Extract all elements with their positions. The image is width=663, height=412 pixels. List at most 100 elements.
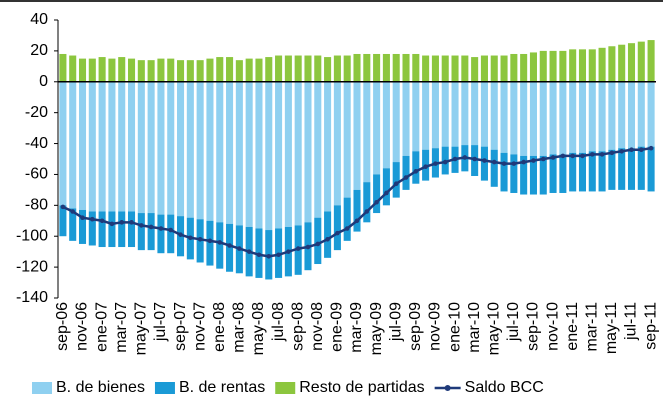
bar xyxy=(373,174,381,214)
bar xyxy=(569,152,577,192)
bar xyxy=(559,50,567,82)
bar xyxy=(59,81,67,206)
bar xyxy=(137,213,145,251)
bar xyxy=(382,53,390,82)
bar xyxy=(343,197,351,241)
bar xyxy=(529,155,537,195)
bar xyxy=(127,81,136,212)
marker xyxy=(129,220,134,225)
bar xyxy=(402,81,410,156)
x-tick-label: jul-07 xyxy=(152,302,169,342)
marker xyxy=(295,246,301,251)
marker xyxy=(442,159,448,165)
bar xyxy=(647,40,655,82)
bar xyxy=(98,57,106,82)
bar xyxy=(520,53,528,82)
bar xyxy=(186,60,194,82)
bar xyxy=(382,168,390,206)
bar xyxy=(539,155,547,195)
marker xyxy=(570,153,575,159)
marker xyxy=(462,155,468,160)
marker xyxy=(80,215,85,220)
x-tick-label: jul-11 xyxy=(623,302,640,341)
marker xyxy=(139,223,144,228)
bar xyxy=(637,146,645,190)
legend-swatch xyxy=(275,382,296,394)
bar xyxy=(500,152,508,192)
x-tick-label: mar-10 xyxy=(466,302,483,353)
marker xyxy=(511,161,517,166)
bar xyxy=(314,81,322,218)
bar xyxy=(490,55,498,82)
legend-swatch xyxy=(154,382,175,394)
bar xyxy=(216,81,224,223)
bar xyxy=(471,57,479,82)
x-tick-label: nov-07 xyxy=(191,302,208,351)
bar xyxy=(353,81,361,190)
y-tick-label: 40 xyxy=(30,11,48,28)
bar xyxy=(471,81,479,146)
marker xyxy=(374,199,379,205)
x-tick-label: sep-11 xyxy=(642,302,659,350)
bar xyxy=(461,81,469,146)
bar xyxy=(588,81,596,152)
x-tick-label: ene-10 xyxy=(446,302,463,352)
bar xyxy=(529,52,537,82)
marker xyxy=(325,237,330,242)
x-tick-label: jul-10 xyxy=(505,302,522,342)
bar xyxy=(216,222,224,269)
bar xyxy=(618,44,626,82)
bar xyxy=(412,53,420,82)
bar xyxy=(559,154,567,193)
bar xyxy=(578,49,587,82)
marker xyxy=(237,246,242,251)
marker xyxy=(609,150,615,156)
x-tick-label: mar-09 xyxy=(348,302,365,353)
bar xyxy=(226,81,234,224)
bar xyxy=(539,50,547,82)
bar xyxy=(226,223,234,272)
bar xyxy=(598,81,606,152)
x-tick-label: may-08 xyxy=(250,302,267,355)
bar xyxy=(500,81,508,153)
bar xyxy=(510,154,518,193)
bar xyxy=(78,58,87,82)
bar xyxy=(343,81,351,198)
bar xyxy=(108,58,116,82)
bar xyxy=(265,81,273,231)
bar xyxy=(245,58,253,82)
marker xyxy=(148,224,154,230)
marker xyxy=(286,249,291,254)
bar xyxy=(294,55,302,82)
bar xyxy=(265,57,273,82)
x-tick-label: nov-10 xyxy=(544,302,561,351)
bar xyxy=(255,58,263,82)
bar xyxy=(647,146,655,192)
bar xyxy=(98,81,106,212)
bar xyxy=(392,81,400,163)
bar xyxy=(255,81,263,229)
bar xyxy=(147,213,155,251)
bar xyxy=(78,81,87,210)
bar xyxy=(118,81,126,212)
marker xyxy=(589,152,595,157)
x-tick-label: mar-07 xyxy=(113,302,130,353)
marker xyxy=(393,181,399,187)
bar xyxy=(284,81,292,227)
x-tick-label: ene-09 xyxy=(329,302,346,352)
bar xyxy=(186,81,194,218)
marker xyxy=(197,237,203,242)
x-tick-label: jul-09 xyxy=(387,302,404,342)
bar xyxy=(216,57,224,82)
bar xyxy=(245,81,253,227)
marker xyxy=(168,227,174,233)
marker xyxy=(638,147,644,153)
marker xyxy=(521,159,526,165)
bar xyxy=(510,53,518,82)
bar xyxy=(226,57,234,82)
legend-swatch xyxy=(32,382,52,394)
bar xyxy=(88,211,96,246)
bar xyxy=(373,53,381,82)
x-tick-label: jul-08 xyxy=(270,302,287,342)
